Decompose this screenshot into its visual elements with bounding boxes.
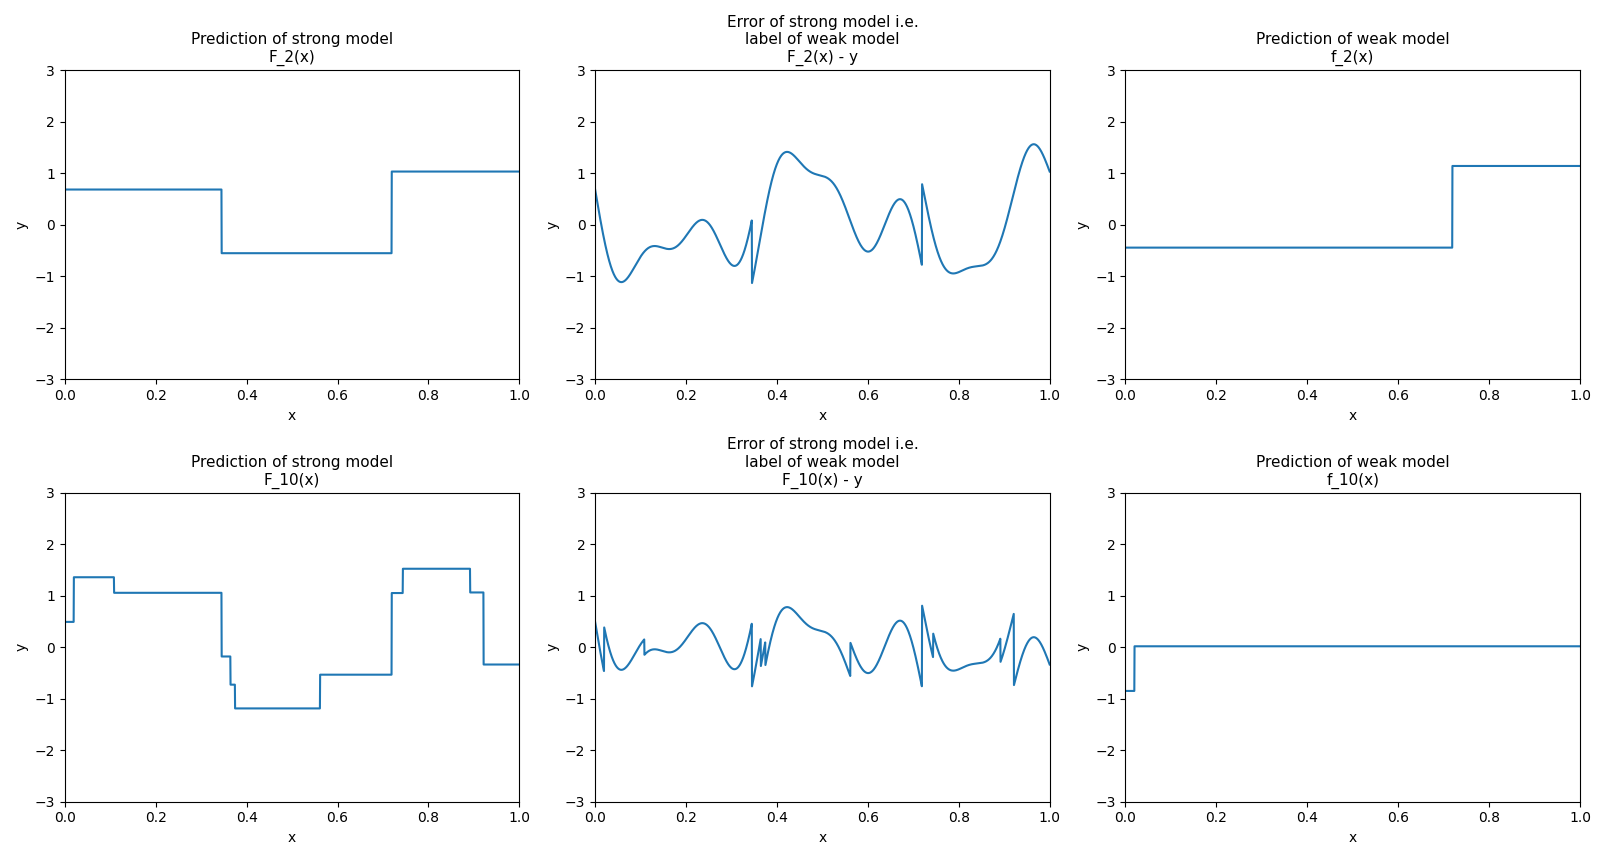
Title: Prediction of strong model
F_10(x): Prediction of strong model F_10(x) xyxy=(191,455,393,488)
Title: Prediction of strong model
F_2(x): Prediction of strong model F_2(x) xyxy=(191,33,393,66)
X-axis label: x: x xyxy=(819,831,827,845)
Y-axis label: y: y xyxy=(14,643,29,651)
X-axis label: x: x xyxy=(287,408,295,422)
Y-axis label: y: y xyxy=(1075,643,1088,651)
X-axis label: x: x xyxy=(287,831,295,845)
X-axis label: x: x xyxy=(1348,831,1356,845)
Y-axis label: y: y xyxy=(1075,220,1088,229)
Title: Error of strong model i.e.
label of weak model
F_10(x) - y: Error of strong model i.e. label of weak… xyxy=(725,438,918,488)
Y-axis label: y: y xyxy=(14,220,29,229)
X-axis label: x: x xyxy=(1348,408,1356,422)
Title: Prediction of weak model
f_2(x): Prediction of weak model f_2(x) xyxy=(1255,33,1449,66)
Title: Prediction of weak model
f_10(x): Prediction of weak model f_10(x) xyxy=(1255,455,1449,488)
Y-axis label: y: y xyxy=(546,643,559,651)
X-axis label: x: x xyxy=(819,408,827,422)
Title: Error of strong model i.e.
label of weak model
F_2(x) - y: Error of strong model i.e. label of weak… xyxy=(725,15,918,66)
Y-axis label: y: y xyxy=(546,220,559,229)
